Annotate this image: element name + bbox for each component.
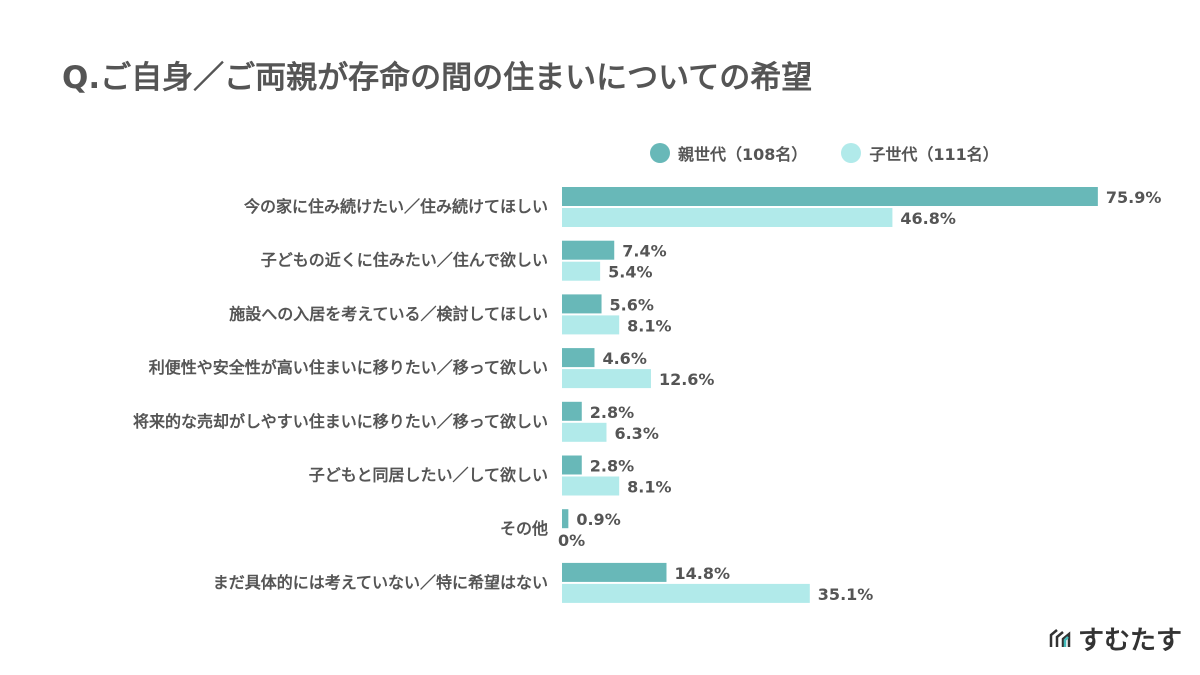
category-label: 施設への入居を考えている／検討してほしい <box>229 304 548 323</box>
category-label: 利便性や安全性が高い住まいに移りたい／移って欲しい <box>149 358 548 377</box>
data-label: 5.6% <box>610 295 654 314</box>
logo-text: すむたす <box>1078 626 1183 656</box>
legend-swatch <box>650 143 670 163</box>
data-label: 46.8% <box>900 209 956 228</box>
category-label: 将来的な売却がしやすい住まいに移りたい／移って欲しい <box>133 412 548 431</box>
category-label: その他 <box>500 519 548 538</box>
data-label: 2.8% <box>590 457 634 476</box>
data-label: 8.1% <box>627 478 671 497</box>
bar <box>562 187 1098 206</box>
bar <box>562 348 595 368</box>
bar <box>562 208 893 227</box>
legend-label: 子世代（111名） <box>869 145 999 164</box>
bar <box>562 583 810 603</box>
bar <box>562 294 602 314</box>
category-label: 子どもと同居したい／して欲しい <box>309 466 548 485</box>
house-logo-icon <box>1049 628 1071 647</box>
bar <box>562 562 667 582</box>
logo: すむたす <box>1048 620 1182 657</box>
legend-swatch <box>841 143 862 163</box>
data-label: 5.4% <box>608 263 652 282</box>
bar <box>562 315 620 335</box>
legend-item-child: 子世代（111名） <box>841 141 999 165</box>
data-label: 0.9% <box>576 510 620 529</box>
legend: 親世代（108名） 子世代（111名） <box>650 141 999 165</box>
bar <box>562 261 601 281</box>
data-label: 75.9% <box>1106 188 1162 207</box>
data-label: 2.8% <box>590 403 634 422</box>
data-label: 12.6% <box>659 370 715 389</box>
bar <box>562 369 651 389</box>
category-label: 子どもの近くに住みたい／住んで欲しい <box>261 251 548 270</box>
category-label: 今の家に住み続けたい／住み続けてほしい <box>243 197 548 216</box>
bar <box>562 509 569 529</box>
bar <box>562 240 615 260</box>
legend-label: 親世代（108名） <box>678 145 808 164</box>
data-label: 0% <box>558 531 585 550</box>
bar <box>562 401 582 421</box>
category-label: まだ具体的には考えていない／特に希望はない <box>213 573 548 592</box>
bar <box>562 422 607 442</box>
chart-title: Q.ご自身／ご両親が存命の間の住まいについての希望 <box>62 60 813 96</box>
bar <box>562 476 620 496</box>
data-label: 14.8% <box>674 564 730 583</box>
data-label: 8.1% <box>627 316 671 335</box>
legend-item-parent: 親世代（108名） <box>650 141 807 165</box>
data-label: 6.3% <box>614 424 658 443</box>
data-label: 4.6% <box>602 349 646 368</box>
data-label: 7.4% <box>622 242 666 261</box>
bar <box>562 455 582 475</box>
data-label: 35.1% <box>818 585 874 604</box>
